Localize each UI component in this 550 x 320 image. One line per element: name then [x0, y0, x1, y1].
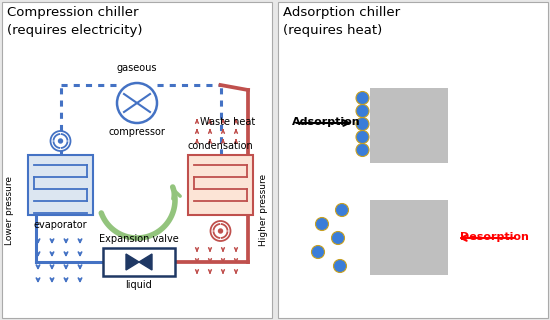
Circle shape	[51, 131, 70, 151]
FancyBboxPatch shape	[2, 2, 272, 318]
FancyBboxPatch shape	[103, 248, 175, 276]
Text: Waste heat: Waste heat	[200, 117, 255, 127]
Text: Expansion valve: Expansion valve	[99, 234, 179, 244]
FancyBboxPatch shape	[370, 200, 448, 275]
Text: Compression chiller
(requires electricity): Compression chiller (requires electricit…	[7, 6, 142, 37]
Text: compressor: compressor	[108, 127, 166, 137]
Circle shape	[58, 139, 63, 143]
Circle shape	[356, 143, 369, 156]
Text: gaseous: gaseous	[117, 63, 157, 73]
Text: Adsorption: Adsorption	[292, 117, 361, 127]
Text: Desorption: Desorption	[460, 232, 529, 242]
Circle shape	[333, 260, 346, 273]
Text: evaporator: evaporator	[34, 220, 87, 230]
Circle shape	[356, 92, 369, 105]
Circle shape	[117, 83, 157, 123]
FancyBboxPatch shape	[188, 155, 253, 215]
Circle shape	[218, 229, 223, 233]
Circle shape	[316, 218, 328, 230]
Circle shape	[336, 204, 349, 217]
Text: Higher pressure: Higher pressure	[258, 174, 267, 246]
Circle shape	[356, 105, 369, 117]
Text: liquid: liquid	[125, 280, 152, 290]
FancyBboxPatch shape	[278, 2, 548, 318]
Text: condensation: condensation	[188, 141, 254, 151]
Text: Adsorption chiller
(requires heat): Adsorption chiller (requires heat)	[283, 6, 400, 37]
Circle shape	[211, 221, 230, 241]
FancyBboxPatch shape	[370, 88, 448, 163]
Circle shape	[311, 245, 324, 259]
FancyBboxPatch shape	[28, 155, 93, 215]
Circle shape	[332, 231, 344, 244]
Polygon shape	[126, 254, 139, 270]
Circle shape	[356, 131, 369, 143]
Circle shape	[356, 117, 369, 131]
Polygon shape	[139, 254, 152, 270]
Text: Lower pressure: Lower pressure	[6, 175, 14, 244]
